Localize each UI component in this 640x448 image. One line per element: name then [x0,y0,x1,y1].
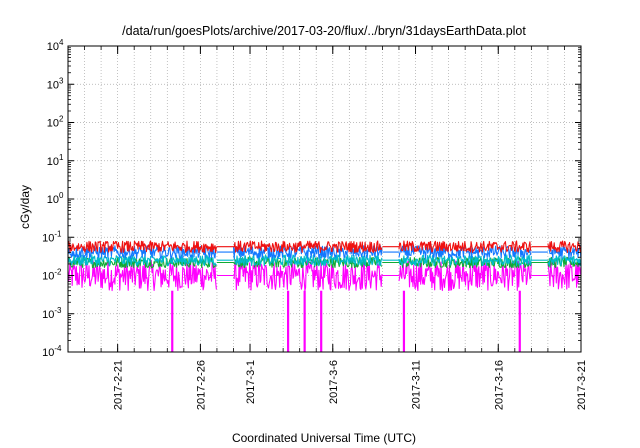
x-tick-label: 2017-2-21 [113,360,125,410]
y-tick-label: 100 [47,191,64,206]
x-tick-label: 2017-2-26 [195,360,207,410]
x-tick-label: 2017-3-11 [411,360,423,409]
y-tick-label: 10-3 [42,306,62,321]
series-line [67,259,582,292]
y-tick-label: 103 [47,76,64,91]
series-line [67,240,582,253]
y-axis-label: cGy/day [18,185,32,229]
x-axis-label: Coordinated Universal Time (UTC) [232,431,416,445]
y-tick-label: 10-4 [42,344,62,359]
grid-lines [68,46,581,352]
axis-ticks: 10-4 10-3 10-2 10-1 100 101 102 103 104 2017-2-21… [42,38,588,410]
x-tick-label: 2017-3-6 [328,360,340,404]
chart-title: /data/run/goesPlots/archive/2017-03-20/f… [122,24,526,38]
x-tick-label: 2017-3-16 [493,360,505,410]
y-tick-label: 10-1 [42,229,62,244]
x-tick-label: 2017-3-21 [576,360,588,410]
y-tick-label: 102 [47,115,64,130]
plot-frame [67,45,582,353]
data-series [67,240,582,352]
y-tick-label: 10-2 [42,268,62,283]
x-tick-label: 2017-3-1 [245,360,257,404]
y-tick-label: 104 [47,38,64,53]
y-tick-label: 101 [47,153,64,168]
